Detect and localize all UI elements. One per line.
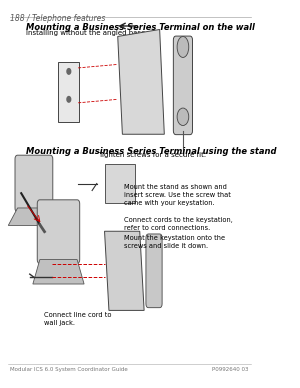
Ellipse shape — [177, 108, 189, 125]
FancyBboxPatch shape — [173, 36, 193, 135]
Text: Mount the keystation onto the
screws and slide it down.: Mount the keystation onto the screws and… — [124, 235, 225, 249]
Text: Installing without the angled base: Installing without the angled base — [26, 30, 145, 36]
Polygon shape — [33, 260, 84, 284]
Circle shape — [67, 69, 71, 74]
Text: 188 / Telephone features: 188 / Telephone features — [10, 14, 106, 23]
Text: Connect line cord to
wall jack.: Connect line cord to wall jack. — [44, 312, 112, 326]
FancyBboxPatch shape — [105, 164, 135, 203]
FancyBboxPatch shape — [37, 200, 80, 263]
FancyBboxPatch shape — [146, 234, 162, 308]
Polygon shape — [8, 208, 59, 225]
Text: P0992640 03: P0992640 03 — [212, 367, 248, 372]
Polygon shape — [118, 29, 164, 134]
FancyBboxPatch shape — [58, 62, 80, 122]
Ellipse shape — [177, 36, 189, 57]
Polygon shape — [104, 231, 144, 310]
Text: Modular ICS 6.0 System Coordinator Guide: Modular ICS 6.0 System Coordinator Guide — [10, 367, 128, 372]
Text: Mount the stand as shown and
insert screw. Use the screw that
came with your key: Mount the stand as shown and insert scre… — [124, 184, 231, 206]
Text: Tighten screws for a secure fit.: Tighten screws for a secure fit. — [98, 152, 206, 158]
Text: Mounting a Business Series Terminal on the wall: Mounting a Business Series Terminal on t… — [26, 23, 255, 32]
FancyBboxPatch shape — [15, 155, 53, 212]
Text: Connect cords to the keystation,
refer to cord connections.: Connect cords to the keystation, refer t… — [124, 217, 233, 231]
Circle shape — [67, 97, 71, 102]
Text: Mounting a Business Series Terminal using the stand: Mounting a Business Series Terminal usin… — [26, 147, 276, 156]
